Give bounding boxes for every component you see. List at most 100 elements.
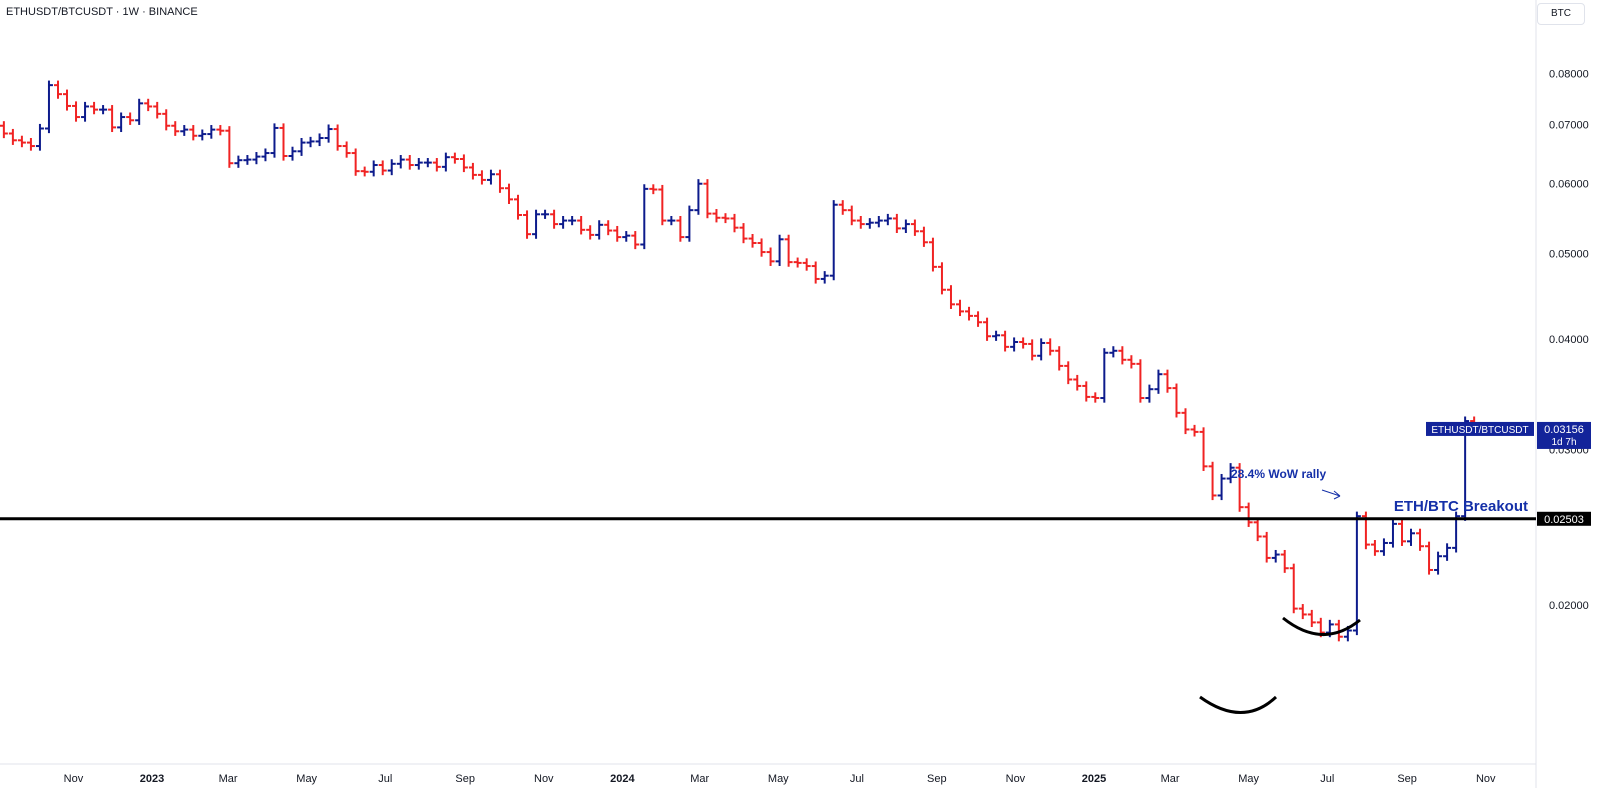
ohlc-bar — [216, 125, 225, 136]
ohlc-bar — [423, 158, 432, 168]
ohlc-bar — [847, 205, 856, 226]
x-tick-label: 2025 — [1082, 773, 1106, 785]
ohlc-bar — [802, 258, 811, 271]
ohlc-bar — [1208, 461, 1217, 501]
ohlc-bar — [1253, 517, 1262, 542]
ohlc-bar — [1127, 355, 1136, 369]
ohlc-bar — [1235, 463, 1244, 512]
left-bottom-arc — [1199, 695, 1278, 714]
ohlc-bar — [1037, 338, 1046, 361]
ohlc-bar — [757, 238, 766, 257]
ohlc-bar — [685, 205, 694, 242]
ohlc-bar — [937, 262, 946, 295]
ohlc-bar — [1307, 609, 1316, 628]
x-tick-label: Jul — [378, 773, 392, 785]
ohlc-bar — [766, 247, 775, 266]
ohlc-bar — [983, 317, 992, 341]
ohlc-bar — [739, 223, 748, 244]
x-tick-label: Jul — [850, 773, 864, 785]
ohlc-bar — [1388, 519, 1397, 548]
right-bottom-arc — [1282, 616, 1361, 636]
ohlc-bar — [730, 213, 739, 233]
ohlc-bar — [1154, 369, 1163, 394]
ohlc-bar — [559, 215, 568, 229]
ohlc-bar — [1100, 348, 1109, 403]
ohlc-bar — [135, 98, 144, 125]
y-tick-label: 0.08000 — [1549, 68, 1589, 80]
ohlc-bar — [324, 124, 333, 143]
ohlc-bar — [946, 285, 955, 309]
breakout-label: ETH/BTC Breakout — [1394, 498, 1528, 515]
ohlc-bar — [721, 213, 730, 224]
ohlc-bar — [865, 218, 874, 229]
currency-unit-button[interactable]: BTC — [1537, 3, 1585, 25]
x-tick-label: Nov — [1006, 773, 1026, 785]
ohlc-bar — [811, 261, 820, 284]
ohlc-bar — [270, 123, 279, 158]
ohlc-bar — [928, 237, 937, 272]
ohlc-bar — [72, 101, 81, 122]
ohlc-bar — [1289, 563, 1298, 614]
ohlc-bar — [486, 169, 495, 185]
ohlc-bar — [514, 194, 523, 220]
x-tick-label: Sep — [927, 773, 947, 785]
x-tick-label: May — [1238, 773, 1259, 785]
ohlc-bar — [180, 125, 189, 136]
x-tick-label: Nov — [1476, 773, 1496, 785]
ohlc-bar — [279, 123, 288, 161]
ohlc-bar — [144, 98, 153, 112]
ohlc-bar — [649, 184, 658, 195]
x-tick-label: Sep — [455, 773, 475, 785]
breakout-level-tag[interactable]: 0.02503 — [1537, 511, 1591, 526]
ohlc-bar — [189, 125, 198, 141]
ohlc-bar — [694, 179, 703, 215]
x-tick-label: Mar — [219, 773, 238, 785]
ohlc-bar — [63, 89, 72, 111]
ohlc-bar — [676, 215, 685, 242]
ohlc-bar — [1055, 346, 1064, 371]
ohlc-bar — [568, 215, 577, 226]
ohlc-bar — [1226, 463, 1235, 484]
ohlc-bar — [550, 209, 559, 229]
ohlc-bar — [874, 215, 883, 228]
ohlc-bar — [1028, 339, 1037, 361]
ohlc-bar — [1425, 541, 1434, 575]
ohlc-bar — [126, 112, 135, 125]
time-axis[interactable]: Nov 2023 Mar May Jul Sep Nov 2024 Mar May Jul Sep No… — [64, 773, 1496, 785]
ohlc-bar — [622, 231, 631, 242]
ohlc-bar — [369, 160, 378, 177]
ohlc-bar — [1118, 346, 1127, 365]
ohlc-bar — [468, 162, 477, 180]
ohlc-bar — [1262, 531, 1271, 563]
y-tick-label: 0.04000 — [1549, 334, 1589, 346]
ohlc-bar — [541, 209, 550, 219]
ohlc-bar — [1370, 540, 1379, 556]
ohlc-bar — [396, 155, 405, 169]
ohlc-bar — [1172, 383, 1181, 418]
ohlc-bar — [243, 155, 252, 165]
ohlc-bar — [44, 80, 53, 134]
ohlc-bar — [1352, 511, 1361, 636]
ohlc-bar — [432, 158, 441, 172]
ohlc-bar — [1361, 511, 1370, 550]
ohlc-bar — [1082, 381, 1091, 402]
x-tick-label: 2024 — [610, 773, 635, 785]
x-tick-label: Sep — [1397, 773, 1417, 785]
ohlc-bar — [1046, 338, 1055, 356]
ohlc-bar — [1190, 424, 1199, 437]
ohlc-bar — [387, 159, 396, 176]
ohlc-bar — [504, 183, 513, 204]
y-tick-label: 0.02000 — [1549, 600, 1589, 612]
ohlc-bar — [8, 128, 17, 145]
symbol-price-tag[interactable]: ETHUSDT/BTCUSDT — [1426, 421, 1534, 436]
ohlc-bar — [640, 184, 649, 250]
ohlc-bar — [1280, 549, 1289, 573]
ohlc-bar — [225, 126, 234, 168]
x-tick-label: Jul — [1320, 773, 1334, 785]
chart-title: ETHUSDT/BTCUSDT · 1W · BINANCE — [6, 6, 198, 18]
price-axis[interactable]: 0.080000.070000.060000.050000.040000.030… — [1549, 68, 1589, 611]
ohlc-bar — [1407, 528, 1416, 546]
current-price-label: 0.03156 — [1544, 424, 1584, 436]
